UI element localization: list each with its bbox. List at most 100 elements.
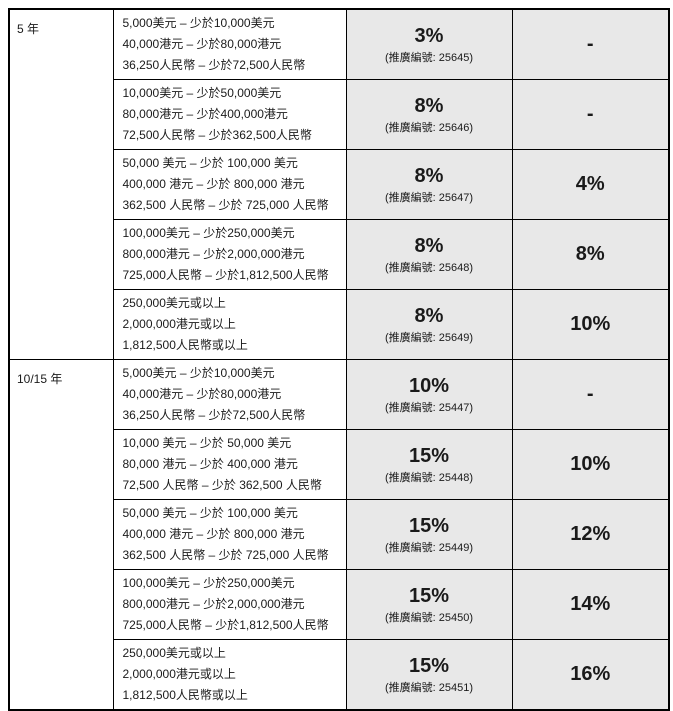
promo-code: (推廣編號: 25450) <box>384 611 474 624</box>
rate-cell: 15% (推廣編號: 25450) <box>345 569 513 640</box>
amount-line-usd: 250,000美元或以上 <box>122 646 226 660</box>
amount-range-cell: 100,000美元 – 少於250,000美元 800,000港元 – 少於2,… <box>112 219 347 290</box>
rate-cell: 10% (推廣編號: 25447) <box>345 359 513 430</box>
rate-value: 15% <box>408 444 450 467</box>
amount-line-hkd: 400,000 港元 – 少於 800,000 港元 <box>122 177 305 191</box>
amount-line-usd: 5,000美元 – 少於10,000美元 <box>122 366 275 380</box>
rate-value: 15% <box>408 584 450 607</box>
term-label: 10/15 年 <box>17 372 63 386</box>
rate-cell: 15% (推廣編號: 25451) <box>345 639 513 711</box>
term-label: 5 年 <box>17 22 40 36</box>
table-row: 100,000美元 – 少於250,000美元 800,000港元 – 少於2,… <box>9 569 670 640</box>
amount-line-usd: 100,000美元 – 少於250,000美元 <box>122 226 295 240</box>
bonus-value: - <box>586 103 594 125</box>
table-row: 100,000美元 – 少於250,000美元 800,000港元 – 少於2,… <box>9 219 670 290</box>
bonus-cell: 4% <box>511 149 670 220</box>
bonus-cell: 16% <box>511 639 670 711</box>
bonus-value: 10% <box>570 313 611 335</box>
bonus-cell: 10% <box>511 429 670 500</box>
amount-line-hkd: 40,000港元 – 少於80,000港元 <box>122 387 282 401</box>
amount-line-usd: 100,000美元 – 少於250,000美元 <box>122 576 295 590</box>
bonus-value: 10% <box>570 453 611 475</box>
amount-line-rmb: 725,000人民幣 – 少於1,812,500人民幣 <box>122 268 329 282</box>
amount-line-usd: 10,000美元 – 少於50,000美元 <box>122 86 282 100</box>
amount-line-usd: 10,000 美元 – 少於 50,000 美元 <box>122 436 292 450</box>
promo-code: (推廣編號: 25648) <box>384 261 474 274</box>
amount-range-cell: 250,000美元或以上 2,000,000港元或以上 1,812,500人民幣… <box>112 289 347 360</box>
amount-line-usd: 50,000 美元 – 少於 100,000 美元 <box>122 506 298 520</box>
table-row: 10/15 年 5,000美元 – 少於10,000美元 40,000港元 – … <box>8 359 670 711</box>
bonus-value: 14% <box>570 593 611 615</box>
premium-tier-table: 5 年 5,000美元 – 少於10,000美元 40,000港元 – 少於80… <box>8 8 670 711</box>
rate-value: 15% <box>408 654 450 677</box>
table-row: 50,000 美元 – 少於 100,000 美元 400,000 港元 – 少… <box>9 149 670 220</box>
bonus-cell: 14% <box>511 569 670 640</box>
table-row: 10,000美元 – 少於50,000美元 80,000港元 – 少於400,0… <box>9 79 670 150</box>
rate-cell: 8% (推廣編號: 25646) <box>345 79 513 150</box>
amount-line-hkd: 40,000港元 – 少於80,000港元 <box>122 37 282 51</box>
amount-line-rmb: 1,812,500人民幣或以上 <box>122 338 248 352</box>
rate-value: 8% <box>414 234 444 257</box>
amount-line-rmb: 362,500 人民幣 – 少於 725,000 人民幣 <box>122 198 329 212</box>
amount-line-hkd: 80,000港元 – 少於400,000港元 <box>122 107 288 121</box>
rate-value: 8% <box>414 304 444 327</box>
rate-cell: 8% (推廣編號: 25648) <box>345 219 513 290</box>
bonus-cell: - <box>511 8 670 80</box>
rate-cell: 3% (推廣編號: 25645) <box>345 8 513 80</box>
bonus-cell: 10% <box>511 289 670 360</box>
term-cell: 5 年 <box>8 8 114 360</box>
amount-range-cell: 50,000 美元 – 少於 100,000 美元 400,000 港元 – 少… <box>112 149 347 220</box>
bonus-value: - <box>586 383 594 405</box>
promo-code: (推廣編號: 25646) <box>384 121 474 134</box>
promo-code: (推廣編號: 25647) <box>384 191 474 204</box>
table-row: 50,000 美元 – 少於 100,000 美元 400,000 港元 – 少… <box>9 499 670 570</box>
amount-range-cell: 100,000美元 – 少於250,000美元 800,000港元 – 少於2,… <box>112 569 347 640</box>
amount-line-rmb: 72,500人民幣 – 少於362,500人民幣 <box>122 128 312 142</box>
table-row: 10,000 美元 – 少於 50,000 美元 80,000 港元 – 少於 … <box>9 429 670 500</box>
amount-line-usd: 250,000美元或以上 <box>122 296 226 310</box>
amount-line-rmb: 362,500 人民幣 – 少於 725,000 人民幣 <box>122 548 329 562</box>
amount-line-rmb: 36,250人民幣 – 少於72,500人民幣 <box>122 408 306 422</box>
amount-range-cell: 250,000美元或以上 2,000,000港元或以上 1,812,500人民幣… <box>112 639 347 711</box>
amount-line-usd: 50,000 美元 – 少於 100,000 美元 <box>122 156 298 170</box>
promo-code: (推廣編號: 25447) <box>384 401 474 414</box>
amount-line-rmb: 725,000人民幣 – 少於1,812,500人民幣 <box>122 618 329 632</box>
promo-code: (推廣編號: 25449) <box>384 541 474 554</box>
bonus-value: 12% <box>570 523 611 545</box>
term-cell: 10/15 年 <box>8 359 114 711</box>
amount-line-hkd: 400,000 港元 – 少於 800,000 港元 <box>122 527 305 541</box>
bonus-value: - <box>586 33 594 55</box>
rate-value: 15% <box>408 514 450 537</box>
promo-code: (推廣編號: 25448) <box>384 471 474 484</box>
amount-line-hkd: 2,000,000港元或以上 <box>122 317 236 331</box>
amount-range-cell: 5,000美元 – 少於10,000美元 40,000港元 – 少於80,000… <box>112 8 347 80</box>
amount-line-hkd: 2,000,000港元或以上 <box>122 667 236 681</box>
amount-line-rmb: 36,250人民幣 – 少於72,500人民幣 <box>122 58 306 72</box>
amount-range-cell: 10,000 美元 – 少於 50,000 美元 80,000 港元 – 少於 … <box>112 429 347 500</box>
rate-value: 8% <box>414 94 444 117</box>
amount-range-cell: 50,000 美元 – 少於 100,000 美元 400,000 港元 – 少… <box>112 499 347 570</box>
amount-line-rmb: 72,500 人民幣 – 少於 362,500 人民幣 <box>122 478 322 492</box>
rate-cell: 8% (推廣編號: 25649) <box>345 289 513 360</box>
bonus-cell: 12% <box>511 499 670 570</box>
promo-code: (推廣編號: 25649) <box>384 331 474 344</box>
amount-line-hkd: 800,000港元 – 少於2,000,000港元 <box>122 247 305 261</box>
bonus-cell: 8% <box>511 219 670 290</box>
amount-line-hkd: 800,000港元 – 少於2,000,000港元 <box>122 597 305 611</box>
amount-line-hkd: 80,000 港元 – 少於 400,000 港元 <box>122 457 298 471</box>
rate-value: 8% <box>414 164 444 187</box>
bonus-cell: - <box>511 79 670 150</box>
rate-cell: 15% (推廣編號: 25449) <box>345 499 513 570</box>
bonus-value: 16% <box>570 663 611 685</box>
amount-line-usd: 5,000美元 – 少於10,000美元 <box>122 16 275 30</box>
rate-cell: 15% (推廣編號: 25448) <box>345 429 513 500</box>
rate-value: 10% <box>408 374 450 397</box>
table-row: 250,000美元或以上 2,000,000港元或以上 1,812,500人民幣… <box>9 289 670 360</box>
bonus-cell: - <box>511 359 670 430</box>
bonus-value: 4% <box>575 173 605 195</box>
promo-code: (推廣編號: 25451) <box>384 681 474 694</box>
rate-cell: 8% (推廣編號: 25647) <box>345 149 513 220</box>
amount-range-cell: 5,000美元 – 少於10,000美元 40,000港元 – 少於80,000… <box>112 359 347 430</box>
promo-code: (推廣編號: 25645) <box>384 51 474 64</box>
